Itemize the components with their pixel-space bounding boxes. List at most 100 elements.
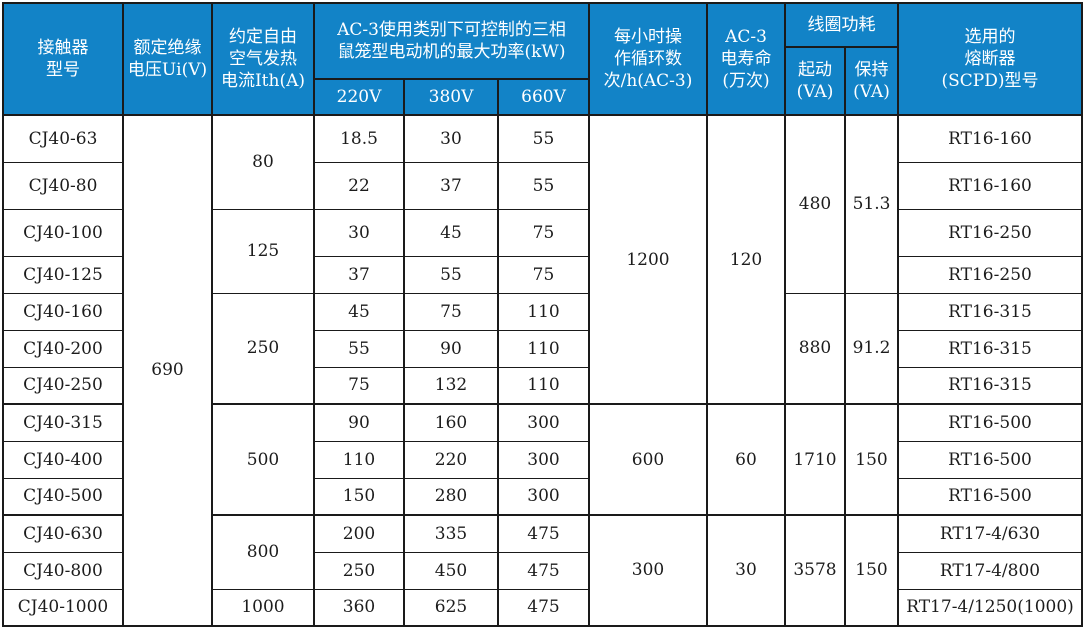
table-row: CJ40-630 800 200 335 475 300 30 3578 150… <box>2 514 1083 627</box>
cell-fuse: RT16-315 <box>897 329 1083 368</box>
cell-fuse: RT17-4/1250(1000) <box>897 588 1083 627</box>
table-row: CJ40-80 22 37 55 RT16-160 <box>2 161 1083 210</box>
cell-fuse: RT17-4/630 <box>897 514 1083 553</box>
cell-cycles: 600 <box>588 403 708 516</box>
cell-model: CJ40-1000 <box>2 588 124 627</box>
cell-p220: 150 <box>313 477 405 516</box>
cell-start-va: 880 <box>784 292 846 405</box>
cell-p220: 360 <box>313 588 405 627</box>
header-contactor-model: 接触器 型号 <box>2 2 124 116</box>
header-220v: 220V <box>313 78 405 116</box>
cell-p220: 37 <box>313 255 405 294</box>
cell-p660: 475 <box>497 588 590 627</box>
header-rated-insulation-voltage: 额定绝缘 电压Ui(V) <box>122 2 213 116</box>
table-row: CJ40-160 250 45 75 110 880 91.2 RT16-315 <box>2 292 1083 405</box>
cell-p660: 300 <box>497 440 590 479</box>
cell-ith: 250 <box>211 292 315 405</box>
cell-p380: 45 <box>403 208 499 257</box>
cell-p660: 55 <box>497 161 590 210</box>
table-row: CJ40-63 690 80 18.5 30 55 1200 120 480 5… <box>2 114 1083 627</box>
cell-start-va: 1710 <box>784 403 846 516</box>
cell-p380: 75 <box>403 292 499 331</box>
cell-model: CJ40-400 <box>2 440 124 479</box>
cell-p660: 300 <box>497 477 590 516</box>
table-row: CJ40-315 500 90 160 300 600 60 1710 150 … <box>2 403 1083 516</box>
cell-start-va: 480 <box>784 114 846 294</box>
cell-hold-va: 51.3 <box>844 114 899 294</box>
cell-model: CJ40-125 <box>2 255 124 294</box>
header-thermal-current: 约定自由 空气发热 电流Ith(A) <box>211 2 315 116</box>
cell-fuse: RT16-250 <box>897 255 1083 294</box>
cell-p220: 200 <box>313 514 405 553</box>
cell-fuse: RT16-315 <box>897 366 1083 405</box>
cell-p220: 250 <box>313 551 405 590</box>
cell-fuse: RT16-315 <box>897 292 1083 331</box>
table-row: CJ40-500 150 280 300 RT16-500 <box>2 477 1083 516</box>
cell-cycles: 300 <box>588 514 708 627</box>
cell-ith: 500 <box>211 403 315 516</box>
cell-p220: 110 <box>313 440 405 479</box>
cell-p220: 55 <box>313 329 405 368</box>
cell-life: 60 <box>706 403 786 516</box>
cell-p380: 30 <box>403 114 499 163</box>
cell-life: 120 <box>706 114 786 405</box>
header-660v: 660V <box>497 78 590 116</box>
cell-p380: 160 <box>403 403 499 442</box>
cell-p660: 110 <box>497 329 590 368</box>
cell-p380: 132 <box>403 366 499 405</box>
cell-fuse: RT16-500 <box>897 477 1083 516</box>
cell-fuse: RT16-250 <box>897 208 1083 257</box>
header-coil-start: 起动 (VA) <box>784 46 846 116</box>
cell-model: CJ40-200 <box>2 329 124 368</box>
header-fuse-type: 选用的 熔断器 (SCPD)型号 <box>897 2 1083 116</box>
cell-p220: 90 <box>313 403 405 442</box>
cell-ith: 800 <box>211 514 315 590</box>
cell-p380: 220 <box>403 440 499 479</box>
cell-model: CJ40-800 <box>2 551 124 590</box>
cell-model: CJ40-80 <box>2 161 124 210</box>
cell-life: 30 <box>706 514 786 627</box>
cell-model: CJ40-250 <box>2 366 124 405</box>
cell-rated-voltage: 690 <box>122 114 213 627</box>
table-row: CJ40-800 250 450 475 RT17-4/800 <box>2 551 1083 590</box>
cell-cycles: 1200 <box>588 114 708 405</box>
cell-model: CJ40-630 <box>2 514 124 553</box>
table-header: 接触器 型号 额定绝缘 电压Ui(V) 约定自由 空气发热 电流Ith(A) A… <box>2 2 1083 116</box>
cell-model: CJ40-315 <box>2 403 124 442</box>
cell-p220: 30 <box>313 208 405 257</box>
cell-p660: 55 <box>497 114 590 163</box>
cell-hold-va: 91.2 <box>844 292 899 405</box>
cell-p380: 335 <box>403 514 499 553</box>
cell-ith: 125 <box>211 208 315 294</box>
cell-p380: 55 <box>403 255 499 294</box>
cell-p380: 625 <box>403 588 499 627</box>
table-row: CJ40-125 37 55 75 RT16-250 <box>2 255 1083 294</box>
cell-fuse: RT16-160 <box>897 161 1083 210</box>
cell-fuse: RT16-500 <box>897 440 1083 479</box>
table-row: CJ40-1000 1000 360 625 475 RT17-4/1250(1… <box>2 588 1083 627</box>
header-coil-power-group: 线圈功耗 <box>784 2 899 48</box>
cell-p660: 475 <box>497 514 590 553</box>
cell-start-va: 3578 <box>784 514 846 627</box>
cell-fuse: RT17-4/800 <box>897 551 1083 590</box>
cell-p380: 450 <box>403 551 499 590</box>
cell-p380: 280 <box>403 477 499 516</box>
header-max-power-group: AC-3使用类别下可控制的三相 鼠笼型电动机的最大功率(kW) <box>313 2 590 80</box>
cell-hold-va: 150 <box>844 403 899 516</box>
table-body: CJ40-63 690 80 18.5 30 55 1200 120 480 5… <box>2 114 1083 627</box>
cell-p380: 37 <box>403 161 499 210</box>
cell-p660: 110 <box>497 292 590 331</box>
cell-model: CJ40-100 <box>2 208 124 257</box>
table-row: CJ40-250 75 132 110 RT16-315 <box>2 366 1083 405</box>
cell-ith: 80 <box>211 114 315 210</box>
table-row: CJ40-100 125 30 45 75 RT16-250 <box>2 208 1083 294</box>
cell-fuse: RT16-160 <box>897 114 1083 163</box>
header-380v: 380V <box>403 78 499 116</box>
cell-p220: 75 <box>313 366 405 405</box>
cell-p660: 300 <box>497 403 590 442</box>
cell-p220: 18.5 <box>313 114 405 163</box>
cell-p220: 22 <box>313 161 405 210</box>
table-row: CJ40-200 55 90 110 RT16-315 <box>2 329 1083 368</box>
